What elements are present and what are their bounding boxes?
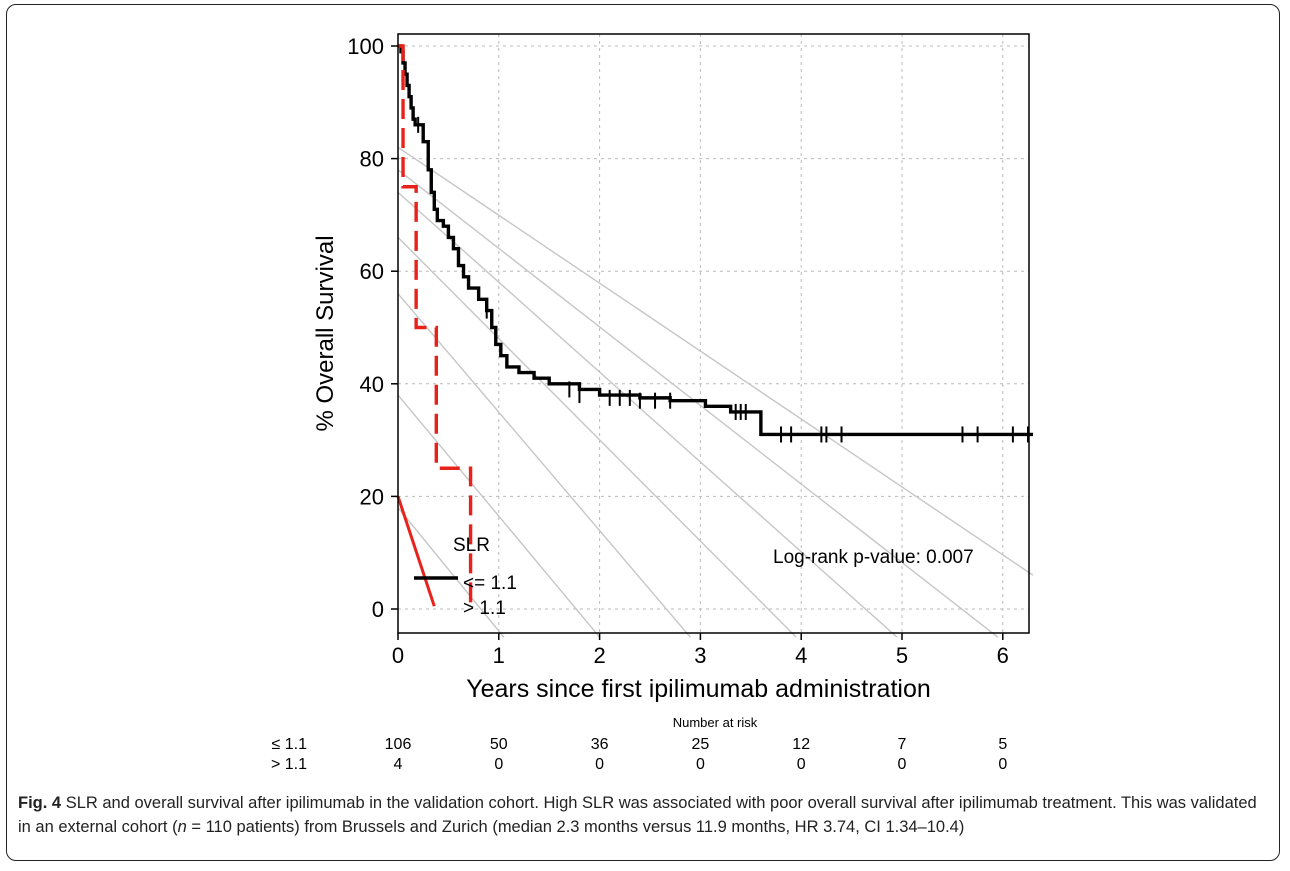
legend-entry-high: > 1.1	[463, 598, 506, 619]
figure-frame	[6, 4, 1280, 861]
risk-value: 0	[494, 756, 503, 773]
risk-row-label: > 1.1	[271, 756, 307, 773]
risk-value: 25	[692, 736, 710, 753]
risk-value: 7	[898, 736, 907, 753]
risk-value: 0	[595, 756, 604, 773]
risk-value: 36	[591, 736, 609, 753]
risk-table-title: Number at risk	[673, 715, 758, 730]
reference-line	[397, 507, 505, 638]
y-tick-label: 60	[360, 259, 384, 284]
survival-curve-high	[398, 44, 473, 609]
caption-label: Fig. 4	[18, 794, 62, 812]
x-axis-label: Years since first ipilimumab administrat…	[466, 675, 931, 703]
figure-caption: Fig. 4 SLR and overall survival after ip…	[18, 791, 1268, 839]
caption-text-end: = 110 patients) from Brussels and Zurich…	[186, 818, 965, 836]
y-tick-label: 0	[372, 597, 384, 622]
risk-value: 0	[797, 756, 806, 773]
risk-value: 12	[792, 736, 810, 753]
caption-n-variable: n	[177, 818, 187, 836]
legend-title: SLR	[453, 535, 490, 556]
x-tick-label: 5	[896, 643, 908, 668]
plot-frame	[397, 33, 1030, 634]
reference-line	[397, 146, 1034, 576]
y-axis-label: % Overall Survival	[312, 235, 339, 431]
reference-line	[397, 394, 601, 638]
reference-line	[397, 293, 691, 638]
x-tick-label: 2	[593, 643, 605, 668]
risk-value: 0	[998, 756, 1007, 773]
red-reference-line	[396, 495, 436, 607]
x-tick-label: 4	[795, 643, 807, 668]
risk-value: 50	[490, 736, 508, 753]
x-tick-label: 6	[997, 643, 1009, 668]
y-tick-label: 100	[347, 34, 384, 59]
reference-line	[397, 169, 999, 638]
survival-curves	[398, 44, 1034, 609]
reference-line	[397, 191, 898, 638]
caption-text: SLR and overall survival after ipilimuma…	[18, 794, 1257, 836]
log-rank-annotation: Log-rank p-value: 0.007	[773, 547, 974, 568]
risk-row-label: ≤ 1.1	[272, 736, 308, 753]
y-tick-label: 40	[360, 372, 384, 397]
y-tick-label: 20	[360, 484, 384, 509]
diagonal-reference-lines	[396, 146, 1034, 638]
legend-entry-low: <= 1.1	[463, 573, 517, 594]
risk-value: 4	[394, 756, 403, 773]
risk-table: Number at risk ≤ 1.1 106 50 36 25 12 7 5 > 1.1 4 0…	[271, 715, 1007, 773]
grid	[398, 34, 1029, 633]
risk-value: 106	[385, 736, 412, 753]
risk-value: 5	[998, 736, 1007, 753]
survival-curve-low	[398, 44, 1034, 437]
risk-value: 0	[696, 756, 705, 773]
axis-labels: % Overall Survival Years since first ipi…	[312, 235, 974, 703]
y-tick-label: 80	[360, 147, 384, 172]
risk-value: 0	[898, 756, 907, 773]
reference-line	[397, 236, 797, 638]
x-tick-label: 1	[493, 643, 505, 668]
x-tick-label: 0	[392, 643, 404, 668]
x-tick-label: 3	[694, 643, 706, 668]
